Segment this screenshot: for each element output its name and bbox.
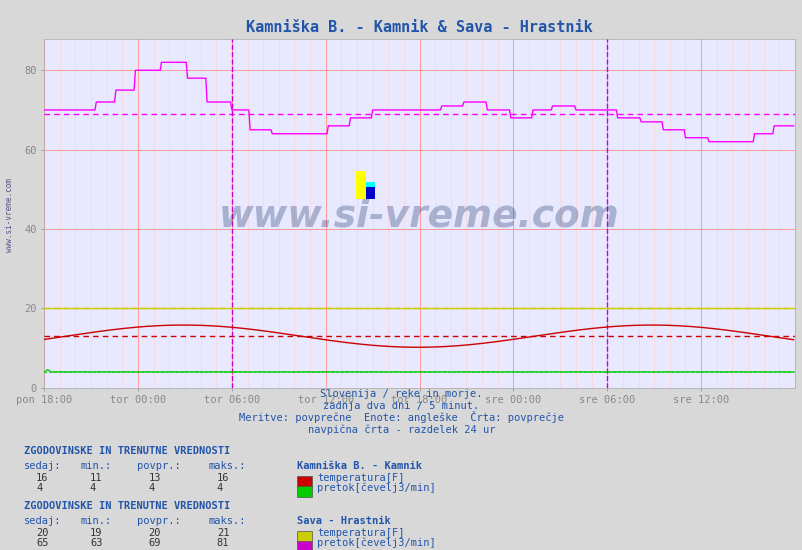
Text: 21: 21: [217, 528, 229, 538]
Text: 19: 19: [90, 528, 103, 538]
Text: 4: 4: [217, 483, 223, 493]
Text: 4: 4: [90, 483, 96, 493]
Text: Slovenija / reke in morje.: Slovenija / reke in morje.: [320, 389, 482, 399]
Text: navpična črta - razdelek 24 ur: navpična črta - razdelek 24 ur: [307, 425, 495, 436]
Text: www.si-vreme.com: www.si-vreme.com: [5, 178, 14, 251]
Text: 13: 13: [148, 473, 161, 483]
Text: temperatura[F]: temperatura[F]: [317, 528, 404, 538]
Text: 81: 81: [217, 538, 229, 548]
Text: 63: 63: [90, 538, 103, 548]
Text: ZGODOVINSKE IN TRENUTNE VREDNOSTI: ZGODOVINSKE IN TRENUTNE VREDNOSTI: [24, 446, 230, 456]
Text: temperatura[F]: temperatura[F]: [317, 473, 404, 483]
Text: povpr.:: povpr.:: [136, 516, 180, 526]
Title: Kamniška B. - Kamnik & Sava - Hrastnik: Kamniška B. - Kamnik & Sava - Hrastnik: [246, 20, 592, 35]
Text: www.si-vreme.com: www.si-vreme.com: [219, 199, 619, 235]
Text: min.:: min.:: [80, 516, 111, 526]
Text: 69: 69: [148, 538, 161, 548]
Text: 20: 20: [148, 528, 161, 538]
Text: maks.:: maks.:: [209, 461, 246, 471]
Text: sedaj:: sedaj:: [24, 461, 62, 471]
Text: 16: 16: [36, 473, 49, 483]
Text: 20: 20: [36, 528, 49, 538]
Text: 16: 16: [217, 473, 229, 483]
Text: 65: 65: [36, 538, 49, 548]
Text: Meritve: povprečne  Enote: angleške  Črta: povprečje: Meritve: povprečne Enote: angleške Črta:…: [239, 411, 563, 424]
Text: povpr.:: povpr.:: [136, 461, 180, 471]
Text: Sava - Hrastnik: Sava - Hrastnik: [297, 516, 391, 526]
Text: 4: 4: [36, 483, 43, 493]
Text: pretok[čevelj3/min]: pretok[čevelj3/min]: [317, 538, 435, 548]
Text: ZGODOVINSKE IN TRENUTNE VREDNOSTI: ZGODOVINSKE IN TRENUTNE VREDNOSTI: [24, 500, 230, 511]
Text: 4: 4: [148, 483, 155, 493]
Text: sedaj:: sedaj:: [24, 516, 62, 526]
Text: zadnja dva dni / 5 minut.: zadnja dva dni / 5 minut.: [323, 401, 479, 411]
Text: 11: 11: [90, 473, 103, 483]
Text: maks.:: maks.:: [209, 516, 246, 526]
Text: min.:: min.:: [80, 461, 111, 471]
Text: pretok[čevelj3/min]: pretok[čevelj3/min]: [317, 483, 435, 493]
Text: Kamniška B. - Kamnik: Kamniška B. - Kamnik: [297, 461, 422, 471]
